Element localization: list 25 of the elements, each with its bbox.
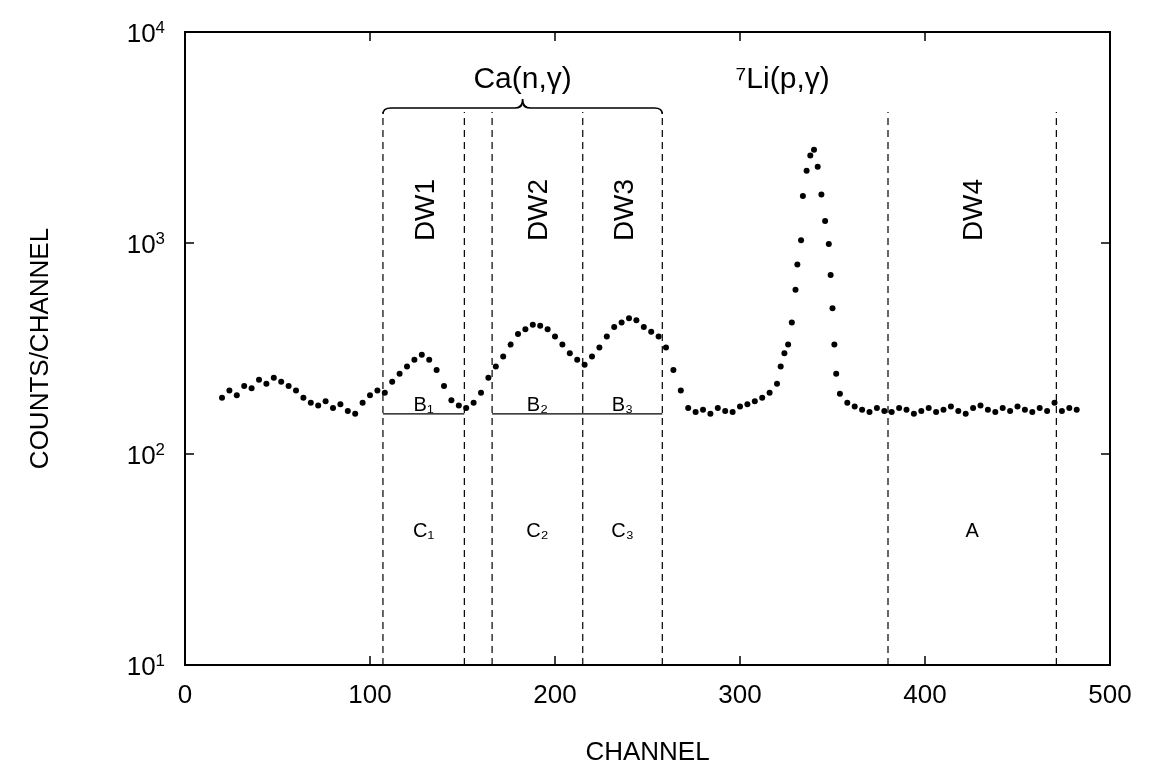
annotation: A: [965, 519, 980, 541]
annotation: ⁷Li(p,γ): [735, 60, 830, 94]
annotation: B₁: [413, 393, 434, 415]
annotation: B₂: [526, 393, 548, 415]
annotation: DW3: [607, 178, 639, 242]
x-tick-label: 0: [177, 679, 193, 709]
y-tick-label: 10$^{4}$: [126, 17, 165, 48]
x-tick-label: 500: [1088, 679, 1132, 709]
annotation: DW4: [957, 178, 989, 242]
x-tick-label: 400: [903, 679, 947, 709]
annotation: B₃: [611, 393, 634, 415]
annotation: DW2: [522, 178, 554, 242]
y-axis-title: COUNTS/CHANNEL: [24, 227, 54, 470]
annotation: DW1: [408, 178, 440, 242]
y-tick-label: 10$^{1}$: [126, 650, 165, 681]
annotation: C₁: [413, 519, 435, 541]
annotation: Ca(n,γ): [473, 60, 572, 94]
y-tick-label: 10$^{2}$: [126, 439, 165, 470]
x-axis-title: CHANNEL: [585, 736, 710, 766]
x-tick-label: 100: [348, 679, 392, 709]
annotation: C₂: [526, 519, 549, 541]
y-tick-label: 10$^{3}$: [126, 228, 165, 259]
x-tick-label: 200: [533, 679, 577, 709]
x-tick-label: 300: [718, 679, 762, 709]
annotation: C₃: [611, 519, 634, 541]
